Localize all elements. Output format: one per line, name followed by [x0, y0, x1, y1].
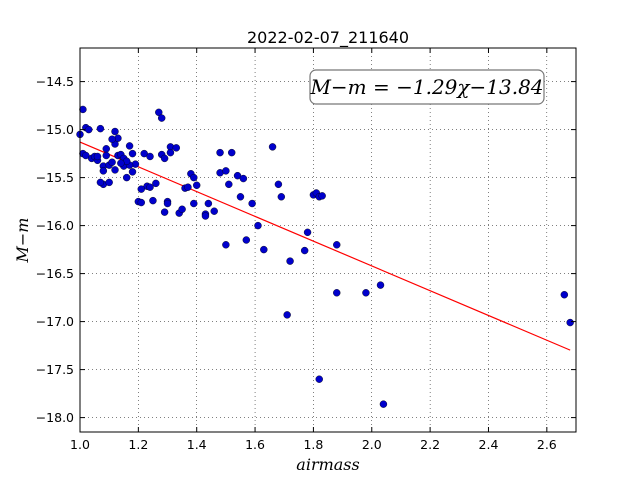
- data-point: [283, 311, 291, 319]
- data-point: [102, 151, 110, 160]
- y-tick-label: −15.5: [36, 170, 74, 185]
- x-tick-label: 2.2: [420, 437, 440, 452]
- data-point: [274, 180, 283, 189]
- data-point: [102, 145, 110, 153]
- fit-line-layer: [79, 141, 571, 351]
- data-point: [96, 124, 105, 133]
- data-point: [216, 148, 224, 157]
- data-point: [362, 289, 370, 297]
- x-tick-label: 2.4: [479, 437, 499, 452]
- data-point: [128, 168, 137, 176]
- data-point: [146, 183, 154, 191]
- data-point: [239, 174, 248, 183]
- data-point: [225, 180, 233, 189]
- data-point: [163, 199, 172, 208]
- annotation-text: M−m = −1.29χ−13.84: [309, 75, 543, 99]
- y-tick-label: −15.0: [36, 122, 74, 137]
- data-point: [99, 167, 108, 175]
- data-point: [318, 192, 326, 200]
- data-point: [260, 245, 268, 254]
- data-point: [379, 400, 388, 408]
- data-point: [204, 199, 213, 208]
- data-point: [190, 173, 198, 182]
- y-tick-label: −18.0: [36, 410, 74, 425]
- data-point: [300, 246, 309, 255]
- data-point: [193, 181, 201, 189]
- data-point: [277, 193, 286, 201]
- data-point: [108, 135, 116, 143]
- data-point: [172, 144, 180, 152]
- grid: [79, 48, 576, 432]
- data-point: [111, 127, 119, 136]
- data-point: [160, 154, 169, 163]
- y-tick-label: −14.5: [36, 74, 74, 89]
- data-point: [111, 166, 119, 174]
- y-axis-label: M−m: [13, 218, 32, 264]
- x-axis-label: airmass: [296, 455, 359, 474]
- data-point: [117, 159, 125, 167]
- data-point: [140, 149, 148, 158]
- data-point: [315, 375, 323, 383]
- x-tick-label: 1.4: [187, 437, 207, 452]
- y-tick-label: −16.5: [36, 266, 74, 281]
- data-point: [254, 221, 262, 230]
- data-point: [201, 212, 210, 220]
- data-point: [122, 173, 131, 182]
- data-point: [85, 125, 93, 134]
- data-point: [242, 236, 251, 244]
- data-point: [108, 158, 116, 166]
- data-point: [105, 178, 113, 187]
- data-point: [128, 149, 137, 158]
- data-point: [93, 152, 102, 161]
- x-tick-label: 1.2: [128, 437, 148, 452]
- data-points: [76, 105, 574, 408]
- data-point: [222, 167, 230, 175]
- data-point: [125, 142, 134, 150]
- data-point: [137, 185, 145, 193]
- x-tick-label: 2.6: [537, 437, 557, 452]
- data-point: [560, 291, 569, 299]
- data-point: [184, 183, 192, 191]
- data-point: [146, 152, 154, 161]
- chart-title: 2022-02-07_211640: [247, 28, 409, 48]
- data-point: [566, 318, 574, 327]
- x-tick-label: 1.8: [303, 437, 323, 452]
- data-point: [210, 207, 218, 215]
- fit-line: [79, 141, 571, 351]
- data-point: [82, 151, 90, 160]
- y-tick-label: −17.5: [36, 362, 74, 377]
- data-point: [152, 179, 160, 188]
- data-point: [286, 257, 294, 265]
- data-point: [303, 228, 312, 237]
- data-point: [79, 105, 87, 114]
- y-tick-label: −16.0: [36, 218, 74, 233]
- fit-annotation: M−m = −1.29χ−13.84: [309, 69, 545, 105]
- annotation-box: [309, 69, 545, 105]
- data-point: [376, 281, 385, 289]
- data-point: [160, 208, 169, 216]
- data-point: [190, 199, 198, 208]
- data-point: [268, 143, 277, 151]
- x-tick-label: 1.6: [245, 437, 265, 452]
- data-point: [228, 148, 236, 157]
- data-point: [333, 241, 341, 249]
- data-point: [166, 148, 175, 157]
- data-point: [137, 198, 145, 207]
- data-point: [233, 171, 242, 180]
- plot-frame: [79, 47, 577, 433]
- data-point: [96, 178, 105, 187]
- data-point: [157, 114, 166, 122]
- data-point: [248, 199, 256, 208]
- data-point: [149, 196, 157, 205]
- data-point: [222, 241, 230, 249]
- data-point: [236, 193, 245, 201]
- axis-ticks: 1.0 1.2 1.4 1.6 1.8 2.0 2.2 2.4 2.6 −14.5 −15.0 −15…: [36, 48, 576, 452]
- x-tick-label: 1.0: [70, 437, 90, 452]
- x-tick-label: 2.0: [362, 437, 382, 452]
- y-tick-label: −17.0: [36, 314, 74, 329]
- data-point: [178, 205, 186, 213]
- data-point: [333, 289, 341, 297]
